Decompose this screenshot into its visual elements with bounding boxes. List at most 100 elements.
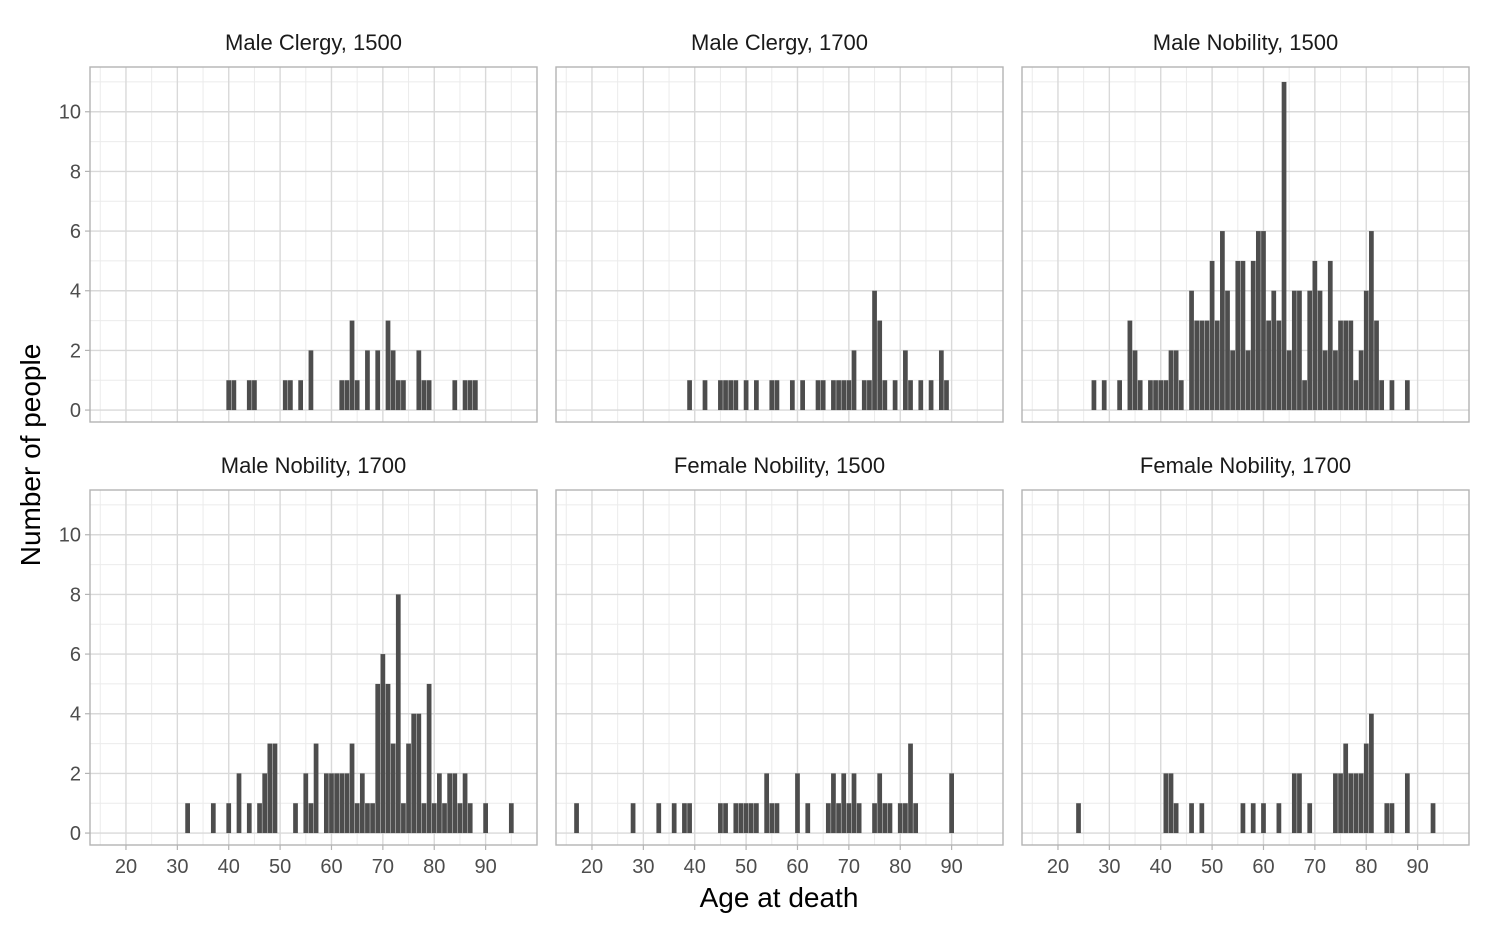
bar xyxy=(928,380,934,411)
bar xyxy=(1173,803,1179,834)
bar xyxy=(1369,713,1374,834)
bar xyxy=(718,380,723,411)
bar xyxy=(354,380,360,411)
x-tick-label: 70 xyxy=(838,856,860,878)
facet-title: Male Clergy, 1500 xyxy=(225,30,402,55)
bar xyxy=(733,380,739,411)
bar xyxy=(1230,350,1236,411)
bar xyxy=(769,380,775,411)
bar xyxy=(339,773,345,834)
bar xyxy=(1261,803,1266,834)
facet-title: Female Nobility, 1700 xyxy=(1140,453,1351,478)
bar xyxy=(262,773,268,834)
y-tick-label: 10 xyxy=(59,102,81,124)
bar xyxy=(1404,380,1410,411)
bar xyxy=(293,803,298,834)
bar xyxy=(702,380,708,411)
bar xyxy=(574,803,579,834)
bar xyxy=(1132,350,1138,411)
bar xyxy=(908,743,913,834)
bar xyxy=(1291,773,1297,834)
bar xyxy=(313,743,319,834)
bar xyxy=(1148,380,1153,411)
bar xyxy=(718,803,723,834)
x-tick-label: 60 xyxy=(1252,856,1274,878)
bar xyxy=(754,803,759,834)
bar xyxy=(769,803,775,834)
x-tick-label: 20 xyxy=(115,856,137,878)
bar xyxy=(861,380,867,411)
x-tick-label: 40 xyxy=(218,856,240,878)
bar xyxy=(831,773,836,834)
bar xyxy=(903,803,908,834)
bar xyxy=(1250,260,1256,411)
bar xyxy=(1348,773,1354,834)
bar xyxy=(457,803,463,834)
bar xyxy=(774,380,780,411)
bar xyxy=(1076,803,1081,834)
bar xyxy=(1199,320,1205,411)
bar xyxy=(1127,320,1133,411)
bar xyxy=(1117,380,1122,411)
bar xyxy=(272,743,278,834)
bar xyxy=(1153,380,1158,411)
bar xyxy=(733,803,739,834)
bar xyxy=(1327,260,1333,411)
bar xyxy=(354,803,360,834)
y-tick-label: 8 xyxy=(70,161,81,183)
bar xyxy=(1291,290,1297,411)
bar xyxy=(344,773,350,834)
bar xyxy=(1281,81,1287,411)
panel-6: Female Nobility, 1700 20 30 40 50 60 70 80 90 xyxy=(1021,453,1470,878)
bar xyxy=(442,803,447,834)
facet-title: Male Nobility, 1700 xyxy=(221,453,406,478)
bar xyxy=(1276,803,1282,834)
bar xyxy=(1250,803,1256,834)
bar xyxy=(416,350,422,411)
x-tick-label: 20 xyxy=(581,856,603,878)
bar xyxy=(1430,803,1436,834)
bar xyxy=(365,803,370,834)
bar xyxy=(1338,773,1343,834)
bar xyxy=(1261,231,1266,411)
bar xyxy=(349,743,355,834)
bar xyxy=(426,683,432,834)
bar xyxy=(1374,320,1379,411)
bar xyxy=(743,803,749,834)
bar xyxy=(800,380,805,411)
y-tick-label: 0 xyxy=(70,400,81,422)
x-tick-label: 90 xyxy=(474,856,496,878)
bar xyxy=(483,803,488,834)
y-tick-label: 6 xyxy=(70,221,81,243)
y-tick-label: 4 xyxy=(70,704,81,726)
panel-border xyxy=(1021,489,1470,846)
bar xyxy=(1245,350,1251,411)
bar xyxy=(365,350,370,411)
bar xyxy=(401,380,406,411)
bar xyxy=(836,380,841,411)
bar xyxy=(1307,803,1313,834)
bar xyxy=(949,773,954,834)
bar xyxy=(764,773,770,834)
bar xyxy=(308,350,314,411)
bar xyxy=(1158,380,1164,411)
bar xyxy=(1369,231,1374,411)
panel-border xyxy=(89,489,538,846)
bar xyxy=(452,380,458,411)
panel-2: Male Clergy, 1700 xyxy=(555,30,1004,423)
bar xyxy=(872,290,877,411)
bar xyxy=(1163,773,1169,834)
bar xyxy=(944,380,949,411)
bar xyxy=(687,803,692,834)
bar xyxy=(236,773,242,834)
bar xyxy=(754,380,759,411)
bar xyxy=(872,803,877,834)
bar xyxy=(431,803,437,834)
bar xyxy=(1271,290,1277,411)
x-tick-label: 50 xyxy=(269,856,291,878)
bar xyxy=(1173,350,1179,411)
bar xyxy=(1235,260,1241,411)
bar xyxy=(1189,803,1194,834)
bar xyxy=(815,380,821,411)
